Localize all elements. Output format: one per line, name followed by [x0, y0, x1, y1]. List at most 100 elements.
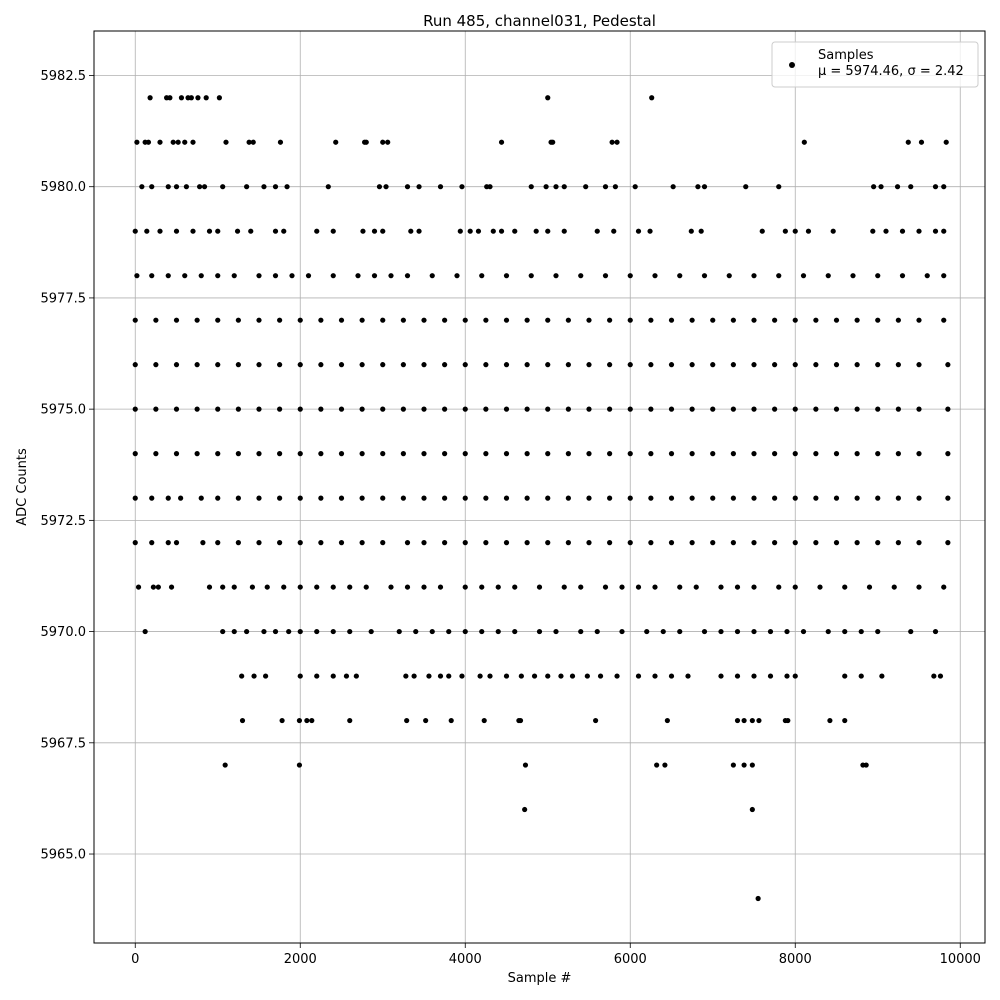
data-point	[256, 540, 262, 546]
data-point	[895, 451, 901, 457]
data-point	[813, 540, 819, 546]
data-point	[842, 673, 848, 679]
data-point	[941, 584, 947, 590]
data-point	[175, 139, 181, 145]
data-point	[524, 495, 530, 501]
data-point	[718, 584, 724, 590]
data-point	[730, 406, 736, 412]
data-point	[343, 673, 350, 679]
data-point	[429, 628, 435, 635]
data-point	[931, 673, 937, 679]
data-point	[462, 451, 468, 457]
data-point	[648, 406, 654, 412]
data-point	[701, 273, 708, 279]
data-point	[190, 228, 196, 234]
data-point	[594, 628, 600, 635]
data-point	[297, 495, 303, 501]
data-point	[668, 317, 675, 323]
data-point	[459, 673, 465, 679]
data-point	[627, 540, 633, 546]
data-point	[448, 717, 454, 724]
data-point	[353, 673, 359, 679]
data-point	[359, 451, 365, 457]
data-point	[330, 628, 336, 635]
data-point	[561, 228, 567, 234]
data-point	[400, 406, 406, 412]
data-point	[627, 495, 633, 501]
y-tick-label: 5975.0	[41, 403, 87, 418]
data-point	[231, 584, 237, 590]
data-point	[943, 139, 949, 145]
data-point	[558, 673, 564, 679]
data-point	[677, 273, 683, 279]
data-point	[875, 540, 881, 546]
data-point	[368, 628, 374, 635]
data-point	[244, 628, 250, 635]
data-point	[235, 317, 241, 323]
data-point	[149, 184, 155, 190]
data-point	[772, 362, 778, 368]
data-point	[597, 673, 604, 679]
data-point	[338, 406, 345, 412]
data-point	[730, 762, 736, 768]
data-point	[487, 673, 493, 679]
data-point	[421, 584, 427, 590]
data-point	[945, 362, 951, 368]
data-point	[503, 451, 510, 457]
data-point	[437, 673, 444, 679]
data-point	[545, 228, 551, 234]
data-point	[756, 717, 762, 724]
data-point	[730, 362, 736, 368]
data-point	[421, 540, 427, 546]
data-point	[239, 673, 245, 679]
data-point	[586, 451, 592, 457]
data-point	[695, 184, 701, 190]
data-point	[483, 451, 489, 457]
data-point	[220, 184, 226, 190]
data-point	[150, 584, 156, 590]
axes-frame	[93, 30, 986, 944]
data-point	[165, 495, 171, 501]
data-point	[689, 362, 695, 368]
data-point	[941, 184, 947, 190]
data-point	[776, 584, 782, 590]
data-point	[668, 495, 675, 501]
data-point	[800, 273, 807, 279]
data-point	[565, 540, 571, 546]
data-point	[670, 184, 676, 190]
data-point	[710, 540, 716, 546]
data-point	[153, 406, 159, 412]
data-point	[483, 317, 489, 323]
data-point	[751, 628, 757, 635]
data-point	[403, 673, 409, 679]
data-point	[318, 362, 324, 368]
data-point	[272, 228, 279, 234]
data-point	[875, 451, 881, 457]
data-point	[462, 628, 468, 635]
data-point	[165, 540, 171, 546]
data-point	[813, 495, 819, 501]
data-point	[895, 540, 901, 546]
data-point	[239, 717, 246, 724]
data-point	[132, 362, 138, 368]
data-point	[318, 406, 324, 412]
data-point	[215, 540, 221, 546]
data-point	[648, 495, 654, 501]
x-tick-label: 8000	[779, 952, 812, 967]
data-point	[135, 584, 142, 590]
data-point	[338, 362, 345, 368]
data-point	[792, 451, 798, 457]
data-point	[215, 362, 221, 368]
data-point	[565, 451, 571, 457]
data-point	[916, 317, 922, 323]
data-point	[483, 495, 489, 501]
data-point	[277, 495, 283, 501]
data-point	[380, 139, 386, 145]
data-point	[677, 584, 683, 590]
x-axis-label: Sample #	[508, 971, 572, 986]
data-point	[871, 184, 877, 190]
data-point	[817, 584, 823, 590]
data-point	[256, 273, 262, 279]
data-point	[883, 228, 889, 234]
